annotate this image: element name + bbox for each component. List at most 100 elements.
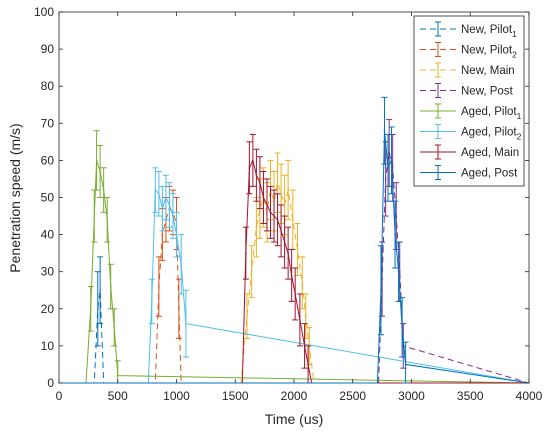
data-point: [95, 159, 98, 162]
legend-entry: Aged, Pilot1: [420, 103, 522, 121]
legend-entry: New, Post: [420, 83, 514, 98]
data-point: [161, 207, 164, 210]
data-point: [283, 204, 286, 206]
data-point: [109, 285, 112, 288]
x-tick-label: 3000: [398, 389, 425, 403]
y-tick-label: 90: [41, 42, 55, 56]
data-point: [252, 159, 254, 162]
series-line: [59, 158, 529, 384]
data-point: [287, 252, 289, 254]
y-tick-label: 0: [47, 376, 54, 390]
data-point: [172, 215, 174, 217]
x-tick-label: 1500: [222, 389, 249, 403]
data-point: [388, 152, 390, 154]
legend-label: New, Pilot1: [461, 24, 517, 39]
series-7: [59, 96, 530, 384]
legend-label-name: Aged, Pilot: [461, 127, 517, 139]
legend-entry: Aged, Main: [420, 144, 519, 160]
data-point: [296, 248, 299, 251]
data-point: [398, 270, 401, 273]
data-point: [93, 215, 96, 217]
data-point: [180, 263, 182, 266]
data-point: [383, 129, 386, 132]
data-point: [276, 181, 279, 184]
x-tick-label: 2000: [281, 389, 308, 403]
legend-entry: New, Main: [420, 62, 515, 78]
data-point: [307, 363, 309, 366]
data-point: [158, 192, 160, 195]
legend-label-name: New, Pilot: [461, 24, 513, 36]
data-point: [276, 218, 279, 221]
x-axis-label: Time (us): [265, 411, 324, 427]
data-point: [301, 282, 304, 284]
data-point: [304, 315, 307, 318]
data-point: [116, 374, 119, 377]
legend-label: Aged, Main: [461, 147, 519, 159]
data-point: [96, 308, 99, 310]
data-point: [303, 345, 306, 347]
data-point: [154, 189, 157, 191]
legend-label-name: Aged, Pilot: [461, 106, 517, 118]
data-point: [394, 233, 396, 236]
data-point: [168, 204, 171, 206]
x-tick-label: 4000: [516, 389, 543, 403]
data-point: [255, 174, 258, 177]
x-tick-label: 500: [108, 389, 128, 403]
data-point: [102, 189, 105, 191]
data-point: [245, 252, 247, 254]
legend-label-subscript: 2: [512, 50, 517, 60]
y-tick-label: 40: [41, 228, 55, 242]
x-tick-label: 0: [56, 389, 63, 403]
y-tick-label: 30: [41, 265, 55, 279]
data-point: [290, 274, 293, 277]
data-point: [280, 192, 282, 195]
y-tick-label: 100: [34, 5, 54, 19]
data-point: [113, 326, 116, 329]
data-point: [280, 230, 282, 232]
tick-layer: 0 500 1000 1500 2000 2500 3000 3500 4000 0 10 20 30 4…: [34, 5, 543, 403]
y-tick-label: 70: [41, 116, 55, 130]
series-line: [59, 160, 530, 384]
y-axis-label: Penetration speed (m/s): [7, 123, 23, 272]
legend-label-subscript: 2: [517, 132, 522, 142]
legend-label: Aged, Post: [461, 168, 518, 180]
x-tick-label: 1000: [163, 389, 190, 403]
data-point: [380, 289, 382, 292]
y-tick-label: 10: [41, 339, 55, 353]
data-point: [262, 196, 265, 199]
series-4: [59, 130, 530, 384]
legend-entry: Aged, Post: [420, 165, 518, 180]
data-point: [246, 315, 248, 318]
legend-label: Aged, Pilot2: [461, 127, 522, 142]
data-point: [266, 204, 268, 206]
series-6: [59, 133, 529, 384]
legend-label-name: New, Post: [461, 86, 514, 98]
data-point: [395, 215, 398, 217]
data-point: [99, 170, 101, 173]
data-point: [250, 270, 253, 273]
data-point: [401, 326, 403, 329]
data-point: [248, 167, 251, 169]
data-point: [158, 285, 160, 288]
y-tick-label: 50: [41, 191, 55, 205]
data-point: [294, 293, 296, 295]
x-tick-label: 3500: [457, 389, 484, 403]
legend-label-subscript: 1: [512, 29, 517, 39]
series-2: [59, 152, 529, 384]
data-point: [99, 289, 101, 292]
legend-label-name: Aged, Post: [461, 168, 518, 180]
data-point: [165, 196, 167, 199]
data-point: [175, 233, 178, 236]
series-line: [59, 152, 530, 384]
legend-label: New, Pilot2: [461, 45, 517, 60]
y-tick-label: 60: [41, 153, 55, 167]
x-tick-label: 2500: [339, 389, 366, 403]
legend-label: New, Post: [461, 86, 514, 98]
data-point: [161, 233, 164, 236]
data-point: [269, 211, 272, 214]
legend-label: New, Main: [461, 65, 515, 77]
series-line: [59, 182, 529, 384]
